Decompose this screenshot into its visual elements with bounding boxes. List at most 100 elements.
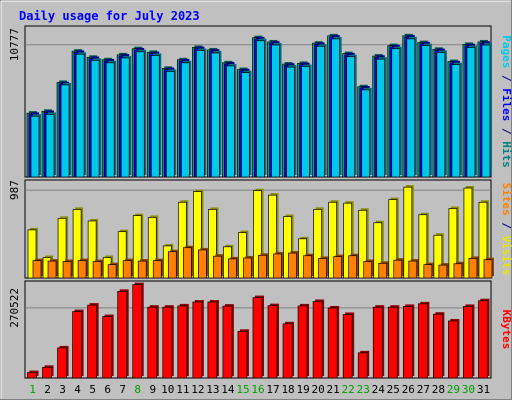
x-tick-label-day-21: 21 bbox=[327, 383, 340, 396]
side-label-part-hits-files-pages-1: / bbox=[500, 68, 512, 88]
bar-sites-day-16 bbox=[258, 253, 269, 279]
bar-sites-day-21 bbox=[333, 254, 344, 279]
bar-sites-day-11 bbox=[182, 245, 194, 279]
chart-labels: 10777 Pages / Files / Hits 987 Sites / Visi… bbox=[8, 28, 512, 396]
bar-sites-day-13 bbox=[213, 254, 224, 279]
bar-kbytes-day-11 bbox=[177, 303, 189, 379]
x-tick-label-day-12: 12 bbox=[191, 383, 204, 396]
bar-pages-day-31 bbox=[481, 43, 492, 178]
bar-pages-day-8 bbox=[135, 49, 147, 178]
bar-kbytes-day-28 bbox=[433, 312, 445, 379]
x-tick-label-day-7: 7 bbox=[119, 383, 126, 396]
bar-pages-day-6 bbox=[105, 60, 117, 178]
bar-sites-day-3 bbox=[62, 259, 74, 279]
y-tick-label-hits-files-pages: 10777 bbox=[8, 28, 21, 61]
bar-sites-day-27 bbox=[423, 262, 434, 279]
bar-visits-day-23 bbox=[358, 208, 369, 279]
bar-visits-day-24 bbox=[373, 220, 384, 279]
bar-visits-day-30 bbox=[463, 186, 474, 279]
x-tick-label-day-3: 3 bbox=[59, 383, 66, 396]
bar-kbytes-day-17 bbox=[267, 303, 280, 379]
bar-visits-day-5 bbox=[87, 218, 99, 279]
bar-pages-day-1 bbox=[30, 114, 41, 178]
x-tick-label-day-26: 26 bbox=[402, 383, 415, 396]
bar-sites-day-5 bbox=[92, 259, 104, 279]
bar-kbytes-day-1 bbox=[27, 370, 39, 379]
side-label-part-visits-sites-2: Visits bbox=[500, 236, 512, 276]
x-tick-label-day-15: 15 bbox=[236, 383, 249, 396]
bar-sites-day-29 bbox=[453, 261, 464, 279]
bar-pages-day-20 bbox=[316, 44, 327, 178]
x-tick-label-day-27: 27 bbox=[417, 383, 430, 396]
bar-pages-day-12 bbox=[196, 48, 207, 178]
bar-visits-day-3 bbox=[57, 216, 69, 279]
bar-sites-day-4 bbox=[77, 258, 89, 279]
bar-sites-day-14 bbox=[228, 256, 239, 279]
side-label-part-hits-files-pages-0: Pages bbox=[500, 35, 512, 68]
side-label-part-kbytes-0: KBytes bbox=[500, 310, 512, 350]
x-tick-label-day-9: 9 bbox=[149, 383, 156, 396]
bar-pages-day-7 bbox=[120, 55, 132, 178]
bar-sites-day-2 bbox=[47, 259, 59, 279]
bar-kbytes-day-14 bbox=[222, 304, 234, 379]
x-tick-label-day-4: 4 bbox=[74, 383, 81, 396]
chart-marks bbox=[26, 33, 494, 379]
bar-kbytes-day-12 bbox=[192, 300, 204, 379]
bar-pages-day-29 bbox=[451, 62, 462, 178]
bar-sites-day-17 bbox=[273, 251, 284, 279]
bar-kbytes-day-25 bbox=[387, 305, 400, 379]
bar-kbytes-day-29 bbox=[448, 318, 460, 379]
bar-pages-day-21 bbox=[331, 36, 342, 178]
side-label-part-visits-sites-1: / bbox=[500, 216, 512, 236]
bar-kbytes-day-22 bbox=[342, 312, 355, 379]
bar-sites-day-20 bbox=[318, 256, 329, 279]
bar-kbytes-day-18 bbox=[282, 321, 295, 379]
bar-sites-day-28 bbox=[438, 263, 449, 279]
x-tick-label-day-10: 10 bbox=[161, 383, 174, 396]
bar-kbytes-day-13 bbox=[207, 300, 219, 379]
bar-sites-day-15 bbox=[243, 255, 254, 279]
bar-pages-day-16 bbox=[256, 38, 267, 178]
x-tick-label-day-28: 28 bbox=[432, 383, 445, 396]
bar-pages-day-15 bbox=[241, 70, 252, 178]
bar-kbytes-day-2 bbox=[42, 365, 54, 379]
x-tick-label-day-30: 30 bbox=[462, 383, 475, 396]
y-tick-label-visits-sites: 987 bbox=[8, 180, 21, 200]
bar-kbytes-day-20 bbox=[312, 299, 325, 379]
bar-visits-day-9 bbox=[147, 215, 159, 279]
side-label-part-hits-files-pages-2: Files bbox=[500, 88, 512, 121]
bar-visits-day-4 bbox=[72, 207, 84, 279]
bar-visits-day-31 bbox=[478, 200, 489, 279]
bar-kbytes-day-31 bbox=[478, 298, 490, 379]
x-tick-label-day-16: 16 bbox=[251, 383, 264, 396]
side-label-hits-files-pages: Pages / Files / Hits bbox=[500, 35, 512, 168]
bar-kbytes-day-27 bbox=[417, 301, 430, 379]
bar-visits-day-27 bbox=[418, 212, 429, 279]
bar-pages-day-9 bbox=[150, 53, 162, 178]
bar-sites-day-31 bbox=[483, 257, 494, 279]
bar-sites-day-9 bbox=[152, 258, 164, 279]
bar-sites-day-25 bbox=[393, 258, 404, 279]
bar-kbytes-day-23 bbox=[357, 350, 370, 379]
bar-pages-day-17 bbox=[271, 43, 282, 178]
bar-sites-day-26 bbox=[408, 259, 419, 279]
bar-pages-day-11 bbox=[180, 60, 192, 178]
chart-title: Daily usage for July 2023 bbox=[19, 9, 200, 23]
bar-kbytes-day-5 bbox=[87, 303, 99, 379]
side-label-part-hits-files-pages-3: / bbox=[500, 121, 512, 141]
bar-pages-day-18 bbox=[286, 65, 297, 178]
x-tick-label-day-22: 22 bbox=[342, 383, 355, 396]
bar-visits-day-26 bbox=[403, 185, 414, 279]
bar-visits-day-7 bbox=[117, 229, 129, 279]
bar-visits-day-17 bbox=[268, 193, 279, 279]
bar-sites-day-30 bbox=[468, 256, 479, 279]
bar-visits-day-21 bbox=[328, 200, 339, 279]
bar-sites-day-12 bbox=[198, 247, 209, 279]
x-tick-label-day-18: 18 bbox=[281, 383, 294, 396]
bar-visits-day-28 bbox=[433, 233, 444, 279]
bar-pages-day-30 bbox=[466, 45, 477, 178]
bar-kbytes-day-16 bbox=[252, 295, 264, 379]
bar-visits-day-25 bbox=[388, 197, 399, 279]
bar-visits-day-22 bbox=[343, 201, 354, 279]
side-label-visits-sites: Sites / Visits bbox=[500, 183, 512, 276]
